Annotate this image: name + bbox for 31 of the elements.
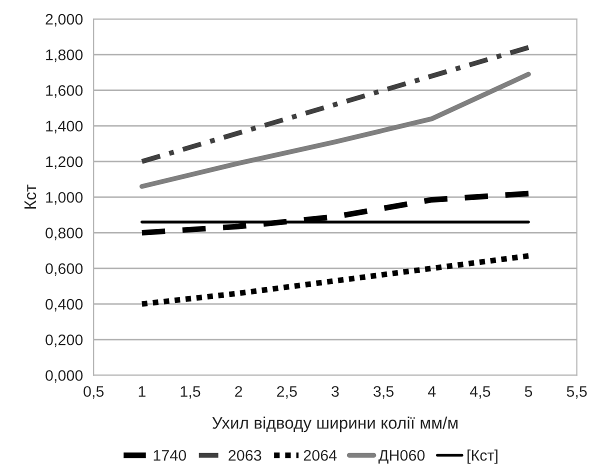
legend-label: 2064 bbox=[304, 450, 337, 461]
y-tick-label: 1,000 bbox=[46, 192, 83, 205]
x-tick-label: 1,5 bbox=[180, 386, 200, 399]
x-tick-label: 4,5 bbox=[470, 386, 490, 399]
y-axis-title: Кст bbox=[24, 184, 36, 209]
line-series bbox=[140, 72, 531, 189]
y-tick-label: 1,800 bbox=[46, 49, 83, 62]
x-tick-label: 4 bbox=[428, 386, 436, 397]
x-tick-label: 5 bbox=[524, 386, 532, 397]
y-tick-label: 0,800 bbox=[46, 228, 83, 240]
x-tick-label: 5,5 bbox=[566, 386, 587, 399]
x-tick-label: 3,5 bbox=[374, 386, 394, 399]
legend-label: ДН060 bbox=[378, 450, 425, 464]
x-tick-label: 1 bbox=[138, 386, 146, 397]
x-tick-label: 0,5 bbox=[84, 386, 104, 399]
y-tick-label: 1,600 bbox=[46, 85, 83, 98]
legend-label: [Кст] bbox=[468, 450, 498, 464]
y-tick-label: 2,000 bbox=[46, 14, 83, 26]
y-tick-label: 1,400 bbox=[46, 120, 83, 134]
legend-label: 2063 bbox=[228, 450, 262, 461]
y-tick-label: 0,600 bbox=[46, 263, 83, 276]
y-tick-label: 1,200 bbox=[46, 156, 83, 169]
line-series bbox=[140, 45, 531, 164]
x-tick-label: 2 bbox=[235, 386, 242, 397]
legend-label: 1740 bbox=[154, 450, 186, 461]
y-tick-label: 0,200 bbox=[46, 334, 83, 348]
x-tick-label: 2,5 bbox=[277, 386, 297, 399]
y-tick-label: 0,000 bbox=[46, 370, 83, 383]
x-tick-label: 3 bbox=[332, 386, 339, 397]
x-axis-title: Ухил відводу ширини колії мм/м bbox=[212, 416, 458, 432]
y-tick-label: 0,400 bbox=[46, 298, 83, 312]
